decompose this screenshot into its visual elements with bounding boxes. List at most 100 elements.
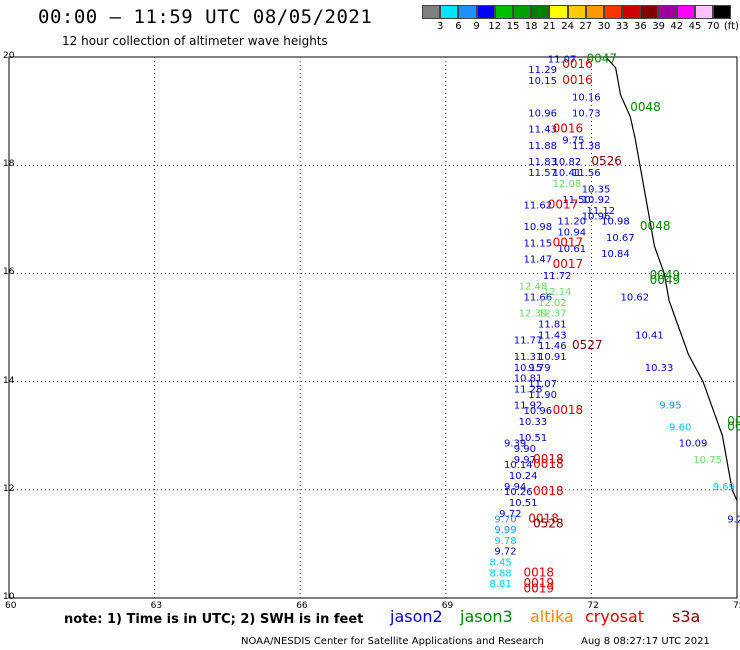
swh-observation: 9.90 xyxy=(514,444,536,455)
swh-observation: 10.16 xyxy=(572,92,601,103)
swh-observation: 10.51 xyxy=(519,433,548,444)
swh-observation: 11.77 xyxy=(514,336,543,347)
swh-observation: 10.15 xyxy=(528,76,557,87)
mission-label: altika xyxy=(530,607,574,626)
swh-observation: 11.31 xyxy=(514,352,543,363)
legend-swatch xyxy=(694,5,713,19)
swh-observation: 9.78 xyxy=(494,536,516,547)
organization-credit: NOAA/NESDIS Center for Satellite Applica… xyxy=(241,636,544,647)
swh-observation: 0047 xyxy=(587,51,618,65)
swh-observation: 11.20 xyxy=(557,217,586,228)
legend-swatch xyxy=(713,5,732,19)
swh-observation: 8.88 xyxy=(489,568,511,579)
legend-tick-label: 30 xyxy=(597,21,611,32)
swh-observation: 11.57 xyxy=(528,168,557,179)
legend-tick-label: 33 xyxy=(615,21,629,32)
lat-tick-label: 16 xyxy=(3,267,15,278)
legend-tick-label: 70 xyxy=(706,21,720,32)
swh-observation: 11.12 xyxy=(587,206,616,217)
swh-observation: 10.35 xyxy=(582,184,611,195)
swh-observation: 11.81 xyxy=(538,320,567,331)
legend-swatch xyxy=(622,5,641,19)
swh-observation: 11.07 xyxy=(528,379,557,390)
swh-observation: 10.73 xyxy=(572,109,601,120)
lat-lon-grid xyxy=(8,56,738,599)
swh-observation: 0018 xyxy=(533,484,564,498)
legend-swatch xyxy=(676,5,695,19)
swh-observation: 10.61 xyxy=(557,244,586,255)
legend-swatch xyxy=(603,5,623,19)
swh-observation: 0526 xyxy=(591,154,622,168)
swh-observation: 0528 xyxy=(533,517,564,531)
swh-observation: 9.79 xyxy=(528,363,550,374)
swh-observation: 9.60 xyxy=(669,422,691,433)
legend-swatch xyxy=(458,5,477,19)
swh-observation: 0018 xyxy=(553,403,584,417)
mission-label: jason3 xyxy=(460,607,513,626)
legend-tick-label: 12 xyxy=(488,21,502,32)
swh-observation: 10.67 xyxy=(606,233,635,244)
swh-observation: 11.83 xyxy=(528,157,557,168)
swh-observation: 10.82 xyxy=(553,157,582,168)
swh-observation: 11.92 xyxy=(514,401,543,412)
swh-observation: 10.94 xyxy=(557,228,586,239)
swh-observation: 12.14 xyxy=(543,287,572,298)
swh-observation: 11.46 xyxy=(538,341,567,352)
mission-label: jason2 xyxy=(390,607,443,626)
swh-observation: 11.15 xyxy=(523,238,552,249)
swh-observation: 11.47 xyxy=(523,255,552,266)
swh-observation: 10.14 xyxy=(504,460,533,471)
footnote: note: 1) Time is in UTC; 2) SWH is in fe… xyxy=(64,612,364,627)
swh-observation: 12.02 xyxy=(538,298,567,309)
generated-timestamp: Aug 8 08:27:17 UTC 2021 xyxy=(581,636,710,647)
swh-observation: 11.88 xyxy=(528,141,557,152)
lon-tick-label: 69 xyxy=(441,601,454,611)
legend-swatch xyxy=(422,5,441,19)
lon-tick-label: 63 xyxy=(150,601,163,611)
lon-tick-label: 72 xyxy=(587,601,599,611)
legend-swatch xyxy=(640,5,659,19)
swh-observation: 0016 xyxy=(562,73,593,87)
swh-observation: 11.66 xyxy=(523,292,552,303)
legend-tick-label: 39 xyxy=(652,21,665,32)
mission-label: s3a xyxy=(672,607,701,626)
swh-observation: 8.45 xyxy=(489,558,511,569)
swh-observation: 10.41 xyxy=(553,168,582,179)
legend-swatch xyxy=(531,5,550,19)
swh-observation: 9.97 xyxy=(514,455,536,466)
legend-swatch xyxy=(440,5,459,19)
swh-observation: 9.95 xyxy=(659,401,681,412)
swh-observation: 12.48 xyxy=(519,282,548,293)
swh-observation: 10.81 xyxy=(514,374,543,385)
swh-observation: 11.56 xyxy=(572,168,601,179)
lat-tick-label: 10 xyxy=(3,592,15,602)
legend-tick-label: 21 xyxy=(543,21,556,32)
legend-tick-label: 42 xyxy=(670,21,684,32)
legend-swatch xyxy=(476,5,495,19)
legend-tick-label: (ft) xyxy=(723,21,739,32)
swh-observation: 9.70 xyxy=(494,514,516,525)
swh-observation: 0018 xyxy=(533,452,564,466)
lat-tick-label: 12 xyxy=(3,483,15,494)
swh-observation: 11.90 xyxy=(528,390,557,401)
swh-observation: 0017 xyxy=(553,235,584,249)
swh-observation: 10.96 xyxy=(528,109,557,120)
swh-observation: 0048 xyxy=(640,219,671,233)
legend-swatch xyxy=(549,5,568,19)
swh-observation: 10.84 xyxy=(601,249,630,260)
swh-observation: 12.37 xyxy=(538,309,567,320)
legend-swatch xyxy=(585,5,604,19)
swh-observation: 10.96 xyxy=(582,211,611,222)
swh-observation: 0017 xyxy=(553,257,584,271)
color-scale-labels: 3 6 9 12 15 18 21 24 27 30 33 36 39 42 45 70 (ft) xyxy=(422,21,739,35)
swh-observation: 10.98 xyxy=(601,217,630,228)
legend-tick-label: 24 xyxy=(561,21,574,32)
legend-tick-label: 3 xyxy=(437,21,444,32)
swh-observation: 10.96 xyxy=(523,406,552,417)
swh-observation: 11.28 xyxy=(514,384,543,395)
swh-observation: 10.24 xyxy=(509,471,538,482)
swh-observation: 11.43 xyxy=(528,125,557,136)
swh-observation: 11.50 xyxy=(562,195,591,206)
